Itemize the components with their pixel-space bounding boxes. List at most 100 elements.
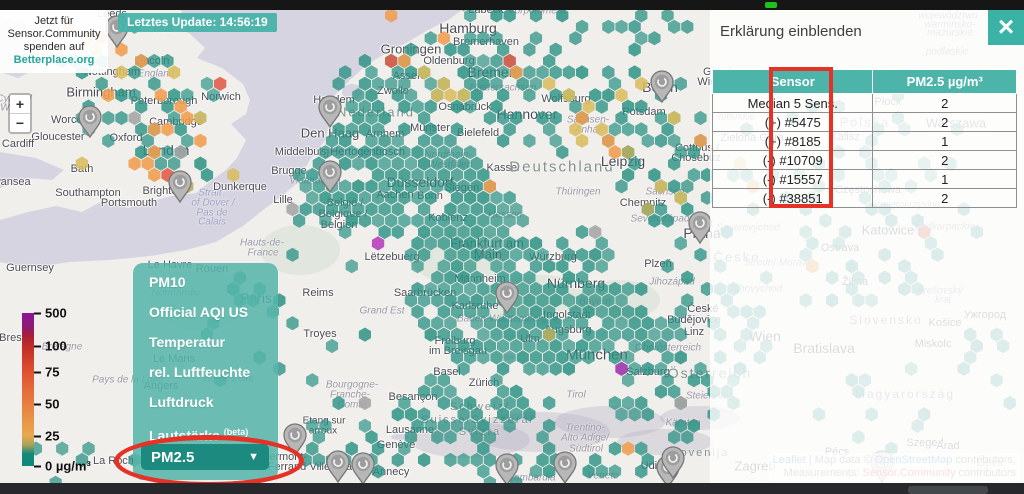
hex-cell[interactable]: [464, 418, 477, 433]
hex-cell[interactable]: [497, 133, 510, 148]
hex-cell[interactable]: [82, 441, 95, 456]
hex-cell[interactable]: [523, 316, 536, 331]
hex-cell[interactable]: [345, 122, 358, 137]
hex-cell[interactable]: [470, 338, 483, 354]
hex-cell[interactable]: [319, 145, 332, 160]
hex-cell-o[interactable]: [154, 88, 167, 103]
hex-cell[interactable]: [503, 213, 516, 228]
hex-cell[interactable]: [306, 190, 319, 205]
hex-cell-o[interactable]: [575, 110, 589, 126]
hex-cell[interactable]: [339, 202, 352, 217]
hex-cell[interactable]: [536, 110, 549, 126]
layer-menu-item-official-aqi-us[interactable]: Official AQI US: [149, 304, 249, 320]
hex-cell[interactable]: [622, 281, 635, 297]
hex-cell[interactable]: [694, 110, 707, 126]
hex-cell[interactable]: [200, 167, 214, 183]
hex-cell[interactable]: [654, 110, 668, 126]
hex-cell[interactable]: [654, 384, 668, 399]
hex-cell-g[interactable]: [286, 202, 299, 217]
hex-cell[interactable]: [490, 395, 503, 411]
hex-cell[interactable]: [457, 452, 470, 468]
hex-cell[interactable]: [457, 224, 470, 240]
hex-cell[interactable]: [332, 145, 345, 160]
hex-cell[interactable]: [352, 202, 365, 217]
hex-cell[interactable]: [582, 327, 595, 342]
hex-cell[interactable]: [464, 236, 477, 251]
hex-cell[interactable]: [483, 316, 496, 331]
hex-cell[interactable]: [549, 361, 562, 376]
hex-cell[interactable]: [510, 384, 523, 399]
hex-cell[interactable]: [371, 167, 385, 183]
hex-cell[interactable]: [411, 99, 424, 114]
hex-cell[interactable]: [529, 236, 543, 251]
hex-cell[interactable]: [398, 122, 411, 137]
hex-cell[interactable]: [516, 395, 529, 411]
hex-cell[interactable]: [431, 133, 444, 148]
hex-cell-v[interactable]: [641, 202, 654, 217]
hex-cell[interactable]: [569, 99, 582, 114]
hex-cell[interactable]: [371, 190, 385, 205]
hex-cell[interactable]: [444, 224, 457, 240]
hex-cell[interactable]: [549, 133, 562, 148]
hex-cell[interactable]: [681, 19, 694, 34]
cluster-pin[interactable]: [351, 452, 375, 486]
hex-cell[interactable]: [490, 31, 503, 46]
hex-cell[interactable]: [503, 8, 516, 23]
hex-cell[interactable]: [431, 270, 444, 285]
hex-cell[interactable]: [615, 407, 628, 422]
hex-cell[interactable]: [510, 247, 523, 262]
hex-cell[interactable]: [174, 122, 187, 137]
hex-cell[interactable]: [681, 179, 694, 194]
hex-cell[interactable]: [490, 259, 503, 274]
hex-cell[interactable]: [543, 259, 556, 274]
zoom-in-button[interactable]: +: [10, 95, 30, 113]
hex-cell-y[interactable]: [562, 88, 575, 103]
hex-cell[interactable]: [622, 327, 635, 342]
cluster-pin[interactable]: [318, 95, 342, 129]
hex-cell[interactable]: [602, 293, 615, 308]
hex-cell-o[interactable]: [181, 110, 194, 126]
hex-cell[interactable]: [102, 133, 115, 148]
hex-cell[interactable]: [424, 236, 437, 251]
hex-cell[interactable]: [477, 31, 490, 46]
hex-cell[interactable]: [418, 316, 431, 331]
hex-cell[interactable]: [483, 338, 496, 354]
hex-cell[interactable]: [608, 441, 622, 456]
hex-cell[interactable]: [661, 350, 674, 365]
hex-cell[interactable]: [641, 407, 654, 422]
hex-cell-o[interactable]: [194, 133, 207, 148]
selected-layer-dropdown[interactable]: PM2.5 ▼: [141, 444, 269, 470]
hex-cell[interactable]: [464, 145, 477, 160]
hex-cell-y[interactable]: [543, 76, 556, 91]
hex-cell[interactable]: [437, 304, 450, 319]
hex-cell[interactable]: [510, 316, 523, 331]
hex-cell[interactable]: [529, 464, 543, 479]
hex-cell[interactable]: [325, 338, 339, 354]
hex-cell[interactable]: [286, 247, 299, 262]
hex-cell[interactable]: [668, 316, 681, 331]
hex-cell[interactable]: [168, 156, 181, 171]
hex-cell[interactable]: [477, 76, 490, 91]
hex-cell[interactable]: [654, 338, 668, 354]
hex-cell[interactable]: [450, 327, 464, 342]
hex-cell-o[interactable]: [174, 99, 187, 114]
hex-cell[interactable]: [450, 145, 464, 160]
hex-cell[interactable]: [529, 350, 543, 365]
hex-cell[interactable]: [418, 179, 431, 194]
hex-cell[interactable]: [543, 441, 556, 456]
hex-cell[interactable]: [661, 213, 674, 228]
hex-cell[interactable]: [556, 350, 569, 365]
hex-cell[interactable]: [497, 407, 510, 422]
hex-cell[interactable]: [523, 133, 536, 148]
cluster-pin[interactable]: [688, 211, 712, 245]
hex-cell[interactable]: [450, 350, 464, 365]
hex-cell[interactable]: [608, 350, 622, 365]
hex-cell[interactable]: [674, 236, 687, 251]
hex-cell[interactable]: [595, 99, 608, 114]
hex-cell[interactable]: [536, 65, 549, 80]
hex-cell[interactable]: [325, 202, 339, 217]
hex-cell[interactable]: [543, 350, 556, 365]
hex-cell-o[interactable]: [608, 145, 622, 160]
hex-cell[interactable]: [332, 122, 345, 137]
hex-cell[interactable]: [437, 281, 450, 297]
